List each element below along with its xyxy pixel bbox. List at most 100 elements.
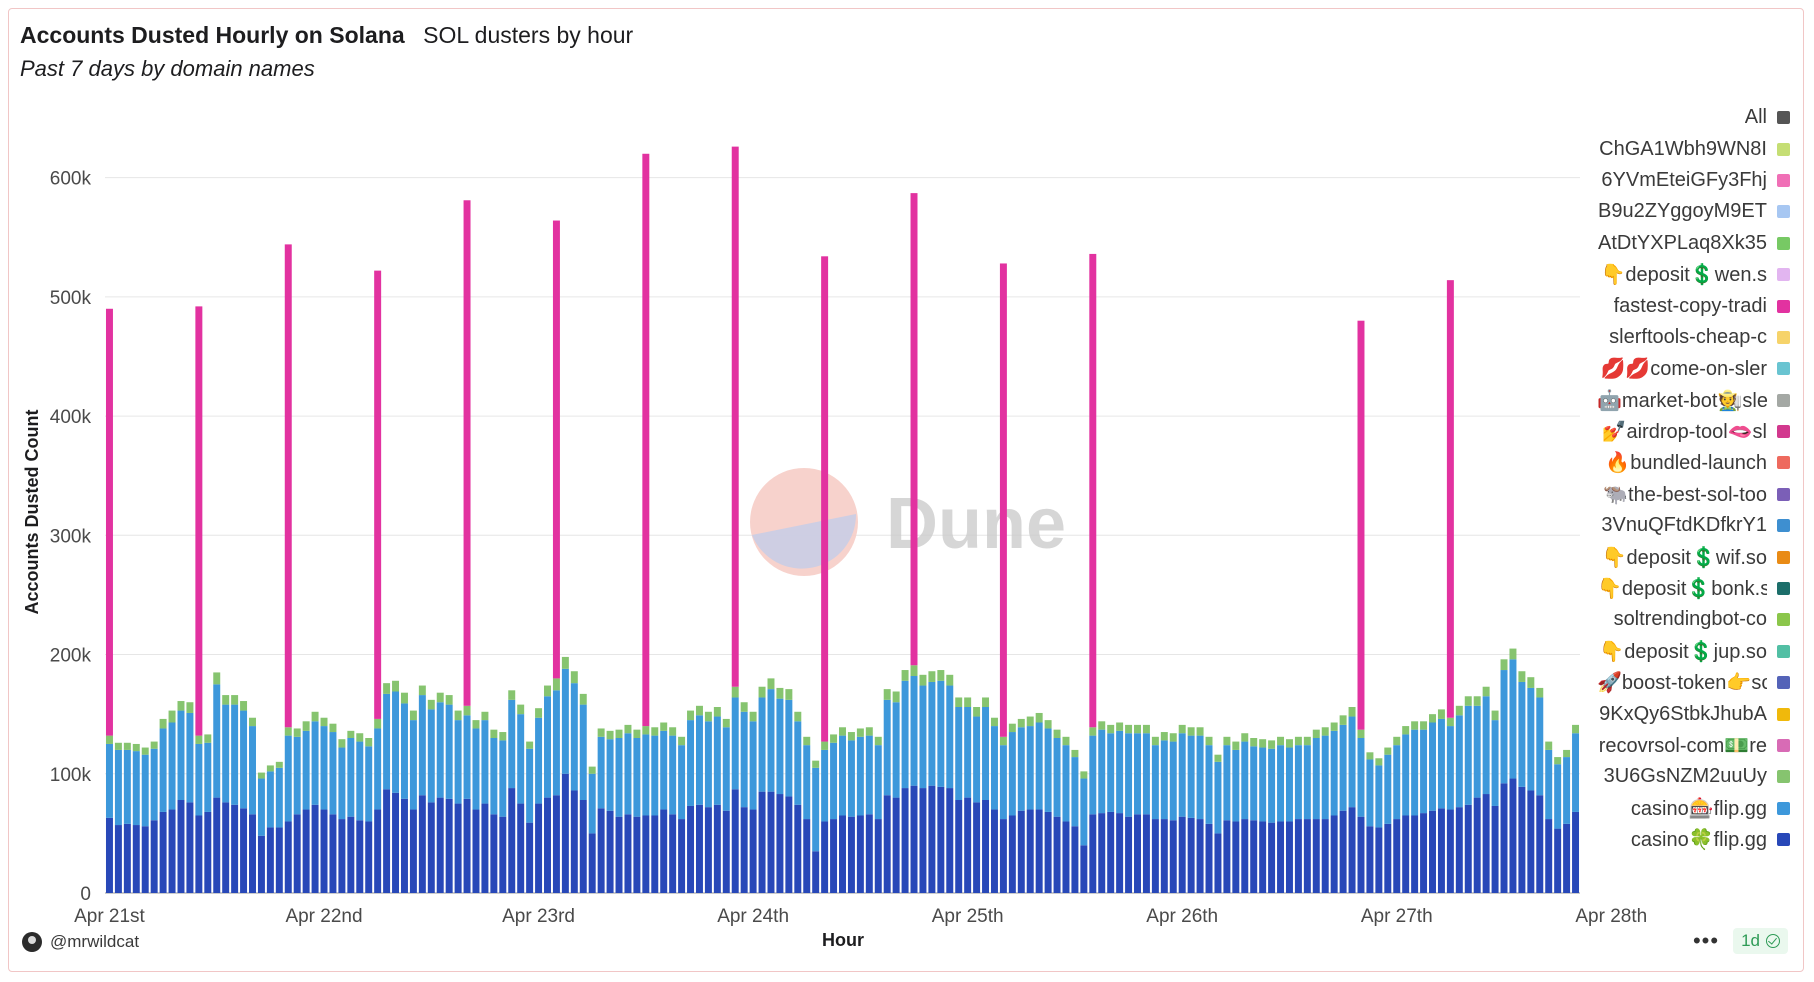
bar-segment[interactable] (740, 807, 748, 893)
bar-segment[interactable] (436, 692, 444, 703)
bar-segment[interactable] (606, 739, 614, 811)
bar-segment[interactable] (1437, 808, 1445, 893)
bar-segment[interactable] (472, 720, 480, 729)
bar-segment[interactable] (508, 699, 516, 789)
bar-segment[interactable] (123, 749, 131, 824)
bar-segment[interactable] (114, 825, 122, 893)
bar-segment[interactable] (1366, 759, 1374, 827)
legend-item[interactable]: 💅airdrop-tool🫦sl (1570, 416, 1790, 447)
bar-segment[interactable] (910, 665, 918, 676)
bar-segment[interactable] (365, 821, 373, 893)
bar-segment[interactable] (1062, 736, 1070, 746)
bar-segment[interactable] (374, 270, 382, 719)
bar-segment[interactable] (660, 730, 668, 810)
bar-segment[interactable] (946, 674, 954, 686)
bar-segment[interactable] (1357, 320, 1365, 730)
bar-segment[interactable] (392, 680, 400, 692)
bar-segment[interactable] (901, 680, 909, 789)
bar-segment[interactable] (1268, 740, 1276, 749)
bar-segment[interactable] (141, 826, 149, 893)
bar-segment[interactable] (1223, 736, 1231, 746)
bar-segment[interactable] (624, 814, 632, 893)
bar-segment[interactable] (1464, 804, 1472, 893)
bar-segment[interactable] (365, 746, 373, 822)
bar-segment[interactable] (526, 748, 534, 823)
bar-segment[interactable] (1446, 280, 1454, 718)
bar-segment[interactable] (1330, 730, 1338, 816)
bar-segment[interactable] (1420, 721, 1428, 730)
bar-segment[interactable] (293, 814, 301, 893)
bar-segment[interactable] (159, 718, 167, 729)
bar-segment[interactable] (418, 685, 426, 696)
bar-segment[interactable] (615, 738, 623, 817)
bar-segment[interactable] (1455, 715, 1463, 808)
bar-segment[interactable] (266, 827, 274, 893)
bar-segment[interactable] (1554, 828, 1562, 893)
bar-segment[interactable] (1232, 741, 1240, 750)
bar-segment[interactable] (704, 711, 712, 722)
bar-segment[interactable] (284, 244, 292, 728)
bar-segment[interactable] (1572, 811, 1580, 893)
bar-segment[interactable] (472, 728, 480, 810)
bar-segment[interactable] (713, 804, 721, 893)
bar-segment[interactable] (1429, 722, 1436, 811)
bar-segment[interactable] (695, 715, 703, 805)
bar-segment[interactable] (347, 730, 355, 738)
bar-segment[interactable] (526, 741, 534, 749)
bar-segment[interactable] (1455, 807, 1463, 893)
bar-segment[interactable] (561, 773, 569, 893)
bar-segment[interactable] (374, 718, 382, 729)
bar-segment[interactable] (213, 672, 221, 685)
bar-segment[interactable] (1196, 727, 1204, 736)
legend-item[interactable]: casino🍀flip.gg (1570, 824, 1790, 855)
bar-segment[interactable] (150, 748, 158, 821)
bar-segment[interactable] (973, 802, 981, 893)
bar-segment[interactable] (356, 820, 364, 893)
bar-segment[interactable] (1053, 729, 1061, 738)
bar-segment[interactable] (1437, 718, 1445, 809)
bar-segment[interactable] (427, 699, 435, 710)
bar-segment[interactable] (928, 785, 936, 893)
bar-segment[interactable] (132, 751, 140, 826)
bar-segment[interactable] (544, 797, 551, 893)
bar-segment[interactable] (892, 702, 900, 798)
bar-segment[interactable] (266, 771, 274, 828)
bar-segment[interactable] (105, 743, 113, 818)
bar-segment[interactable] (1071, 757, 1079, 827)
bar-segment[interactable] (1482, 696, 1490, 795)
bar-segment[interactable] (1518, 786, 1526, 893)
bar-segment[interactable] (704, 721, 712, 808)
bar-segment[interactable] (445, 695, 453, 705)
bar-segment[interactable] (159, 728, 167, 812)
bar-segment[interactable] (561, 656, 569, 669)
bar-segment[interactable] (749, 809, 757, 893)
bar-segment[interactable] (1536, 687, 1544, 698)
legend-item[interactable]: 9KxQy6StbkJhubA (1570, 698, 1790, 729)
bar-segment[interactable] (1339, 715, 1347, 725)
bar-segment[interactable] (821, 821, 829, 893)
bar-segment[interactable] (642, 153, 650, 727)
bar-segment[interactable] (1348, 707, 1356, 717)
bar-segment[interactable] (1473, 696, 1481, 706)
bar-segment[interactable] (919, 685, 927, 789)
bar-segment[interactable] (865, 814, 873, 893)
bar-segment[interactable] (186, 802, 194, 893)
bar-segment[interactable] (955, 800, 963, 893)
bar-segment[interactable] (1518, 671, 1526, 682)
bar-segment[interactable] (1134, 733, 1141, 815)
bar-segment[interactable] (1268, 822, 1276, 893)
bar-segment[interactable] (1250, 820, 1258, 893)
bar-segment[interactable] (1393, 819, 1401, 893)
bar-segment[interactable] (454, 803, 462, 893)
bar-segment[interactable] (284, 727, 292, 736)
bar-segment[interactable] (1527, 687, 1535, 791)
bar-segment[interactable] (964, 697, 972, 707)
bar-segment[interactable] (1008, 732, 1016, 816)
bar-segment[interactable] (552, 795, 560, 893)
bar-segment[interactable] (615, 729, 623, 738)
bar-segment[interactable] (1205, 736, 1213, 746)
bar-segment[interactable] (186, 702, 194, 713)
bar-segment[interactable] (1402, 726, 1410, 735)
bar-segment[interactable] (678, 736, 686, 746)
bar-segment[interactable] (847, 732, 855, 741)
